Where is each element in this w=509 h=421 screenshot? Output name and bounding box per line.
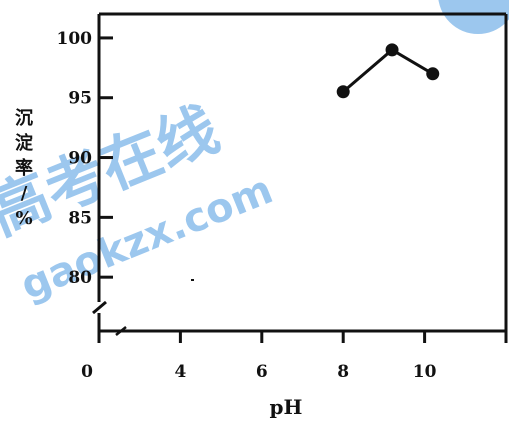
y-axis-title: 沉淀率 /% bbox=[15, 108, 34, 229]
x-axis-title: pH bbox=[270, 395, 303, 419]
series bbox=[336, 43, 440, 99]
data-point bbox=[385, 43, 399, 57]
y-tick-label: 95 bbox=[68, 89, 92, 109]
x-tick-label: 0 bbox=[81, 362, 93, 382]
x-ticks: 0 4 6 8 10 bbox=[81, 331, 508, 382]
axis-break-mark bbox=[92, 300, 107, 315]
x-break-mark bbox=[115, 326, 127, 336]
y-tick-label: 100 bbox=[57, 29, 93, 49]
series-line bbox=[342, 48, 434, 93]
y-tick-label: 80 bbox=[68, 268, 92, 288]
x-tick-label: 8 bbox=[337, 362, 349, 382]
y-axis-title-char: / bbox=[21, 183, 28, 204]
x-tick-label: 6 bbox=[256, 362, 268, 382]
x-tick-label: 4 bbox=[174, 362, 186, 382]
y-ticks: 80 85 90 95 100 bbox=[57, 29, 113, 288]
y-tick-label: 85 bbox=[68, 208, 92, 228]
data-point bbox=[426, 67, 440, 81]
x-tick-label: 10 bbox=[413, 362, 437, 382]
data-point bbox=[336, 85, 350, 99]
watermark-circle bbox=[438, 0, 509, 34]
y-axis-title-char: % bbox=[15, 208, 32, 229]
y-axis-title-char: 沉 bbox=[15, 108, 33, 129]
y-axis-title-char: 淀 bbox=[15, 132, 34, 154]
y-axis-title-char: 率 bbox=[15, 157, 33, 179]
y-tick-label: 90 bbox=[68, 149, 92, 169]
stray-dot bbox=[191, 279, 194, 281]
